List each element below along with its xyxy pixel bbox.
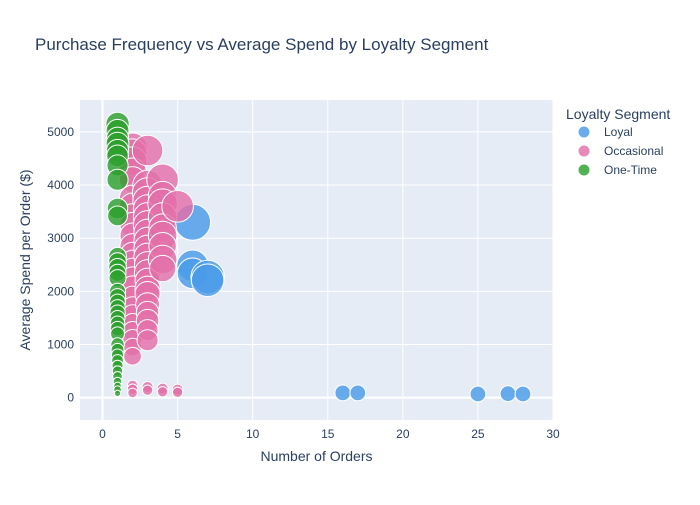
x-tick-label: 0 <box>99 427 106 441</box>
legend-label[interactable]: Occasional <box>604 144 663 158</box>
y-tick-label: 4000 <box>47 178 74 192</box>
data-point[interactable] <box>514 385 532 403</box>
data-point[interactable] <box>499 385 517 403</box>
x-tick-label: 5 <box>174 427 181 441</box>
data-point[interactable] <box>113 389 122 398</box>
legend-label[interactable]: Loyal <box>604 125 633 139</box>
x-tick-label: 10 <box>246 427 260 441</box>
series-one-time <box>105 111 130 398</box>
x-tick-label: 30 <box>546 427 560 441</box>
data-point[interactable] <box>131 134 164 167</box>
y-tick-label: 5000 <box>47 125 74 139</box>
data-point[interactable] <box>148 254 177 283</box>
data-point[interactable] <box>141 384 154 396</box>
data-point[interactable] <box>161 190 194 223</box>
x-tick-label: 15 <box>321 427 335 441</box>
legend-marker[interactable] <box>577 125 591 139</box>
data-points[interactable] <box>105 111 532 403</box>
series-occasional <box>117 132 194 399</box>
data-point[interactable] <box>469 385 487 403</box>
data-point[interactable] <box>106 168 129 191</box>
y-tick-label: 1000 <box>47 338 74 352</box>
y-tick-label: 2000 <box>47 284 74 298</box>
data-point[interactable] <box>171 386 184 399</box>
x-tick-label: 25 <box>471 427 485 441</box>
legend-label[interactable]: One-Time <box>604 163 657 177</box>
data-point[interactable] <box>156 386 169 398</box>
chart-title: Purchase Frequency vs Average Spend by L… <box>35 35 489 54</box>
legend-title: Loyalty Segment <box>566 106 670 122</box>
legend-marker[interactable] <box>577 163 591 177</box>
data-point[interactable] <box>136 329 159 352</box>
data-point[interactable] <box>127 387 138 399</box>
data-point[interactable] <box>107 205 128 227</box>
series-loyal <box>174 203 532 403</box>
y-axis-label: Average Spend per Order ($) <box>17 169 33 350</box>
legend-marker[interactable] <box>577 144 591 158</box>
data-point[interactable] <box>334 384 352 402</box>
y-tick-label: 0 <box>67 391 74 405</box>
y-tick-label: 3000 <box>47 231 74 245</box>
axis-ticks: 0 5 10 15 20 25 30 0 1000 2000 3000 4000 5000 <box>47 125 560 441</box>
data-point[interactable] <box>123 346 142 366</box>
legend: Loyalty Segment Loyal Occasional One-Time <box>566 106 670 177</box>
x-tick-label: 20 <box>396 427 410 441</box>
data-point[interactable] <box>349 384 367 402</box>
data-point[interactable] <box>190 263 225 297</box>
x-axis-label: Number of Orders <box>260 448 372 464</box>
